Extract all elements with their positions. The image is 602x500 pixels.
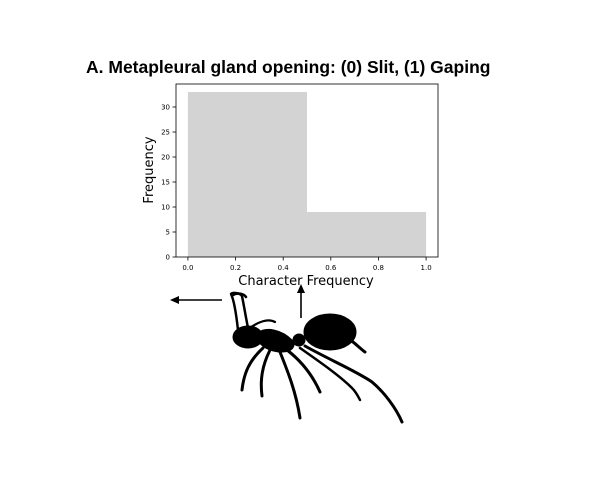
histogram-bar	[307, 212, 427, 257]
x-tick-label: 0.6	[325, 264, 337, 272]
x-tick-label: 0.2	[230, 264, 241, 272]
histogram-chart: 0.0 0.2 0.4 0.6 0.8 1.0 0 5 10 15 20 25 30 Characte…	[142, 83, 439, 289]
x-axis-label: Character Frequency	[238, 274, 374, 289]
histogram-bar	[187, 92, 307, 257]
y-tick-label: 5	[166, 229, 170, 237]
x-tick-label: 0.0	[182, 264, 193, 272]
y-tick-label: 15	[161, 179, 170, 187]
y-tick-label: 25	[161, 129, 170, 137]
y-tick-label: 30	[161, 104, 170, 112]
y-axis-label: Frequency	[142, 136, 157, 203]
figure-title: A. Metapleural gland opening: (0) Slit, …	[86, 57, 491, 77]
bars-layer	[187, 92, 427, 257]
y-axis-ticks: 0 5 10 15 20 25 30	[161, 104, 176, 262]
x-tick-label: 0.8	[373, 264, 384, 272]
x-tick-label: 1.0	[421, 264, 432, 272]
left-arrow	[170, 296, 222, 304]
plot-frame	[175, 83, 439, 258]
y-tick-label: 10	[161, 204, 170, 212]
x-tick-label: 0.4	[278, 264, 290, 272]
x-axis-ticks: 0.0 0.2 0.4 0.6 0.8 1.0	[182, 257, 432, 272]
up-arrow	[297, 284, 305, 318]
ant-silhouette	[229, 291, 404, 424]
y-tick-label: 0	[166, 254, 170, 262]
y-tick-label: 20	[161, 154, 170, 162]
